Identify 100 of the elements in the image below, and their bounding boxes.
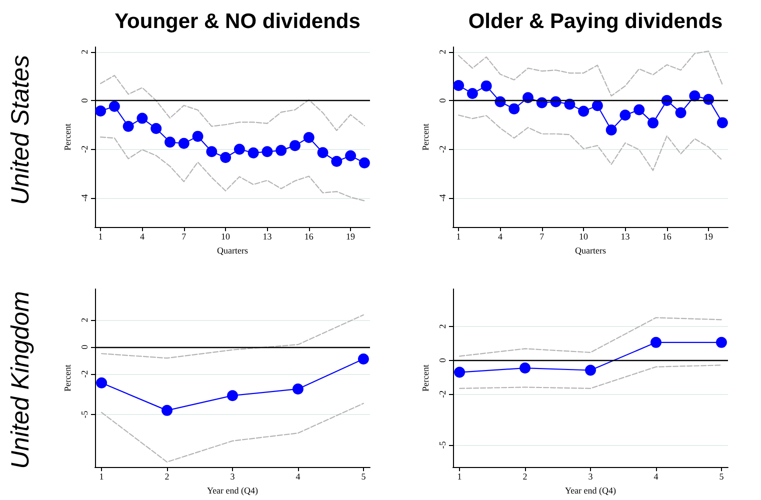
y-tick-label: 2: [80, 50, 90, 54]
x-tick-label: 1: [99, 472, 104, 482]
point: [276, 144, 287, 156]
y-tick-label: -2: [80, 145, 90, 153]
x-tick-label: 2: [522, 472, 528, 482]
point: [136, 112, 148, 124]
x-tick-label: 1: [98, 232, 103, 242]
point: [606, 124, 617, 136]
point: [96, 377, 108, 388]
line-series: [458, 114, 723, 171]
point: [150, 123, 162, 134]
y-tick-label: 0: [438, 98, 448, 103]
x-tick-label: 3: [588, 472, 594, 482]
y-tick-label: 2: [80, 318, 90, 322]
x-tick-label: 1: [456, 232, 461, 242]
x-tick-label: 19: [704, 232, 714, 242]
point: [122, 120, 134, 132]
point: [262, 146, 273, 158]
point: [292, 383, 304, 394]
point: [522, 92, 534, 104]
y-axis-title: Percent: [420, 123, 431, 151]
y-tick-label: -2: [438, 390, 448, 398]
point: [220, 152, 232, 163]
y-axis-title: Percent: [62, 364, 73, 392]
point: [108, 100, 120, 112]
x-tick-label: 5: [361, 472, 366, 482]
x-tick-label: 7: [540, 232, 545, 242]
y-tick-label: -4: [80, 194, 90, 202]
point: [206, 146, 218, 158]
point: [358, 354, 369, 365]
point: [648, 117, 658, 128]
point: [162, 404, 173, 416]
y-tick-label: 0: [80, 344, 90, 350]
line-series: [101, 402, 364, 463]
point: [164, 136, 176, 148]
point: [480, 80, 492, 92]
point: [358, 157, 370, 168]
y-tick-label: 2: [438, 324, 448, 329]
point: [520, 362, 531, 374]
line-series: [100, 74, 365, 132]
y-axis-title: Percent: [62, 123, 73, 151]
point: [620, 110, 631, 121]
point: [675, 107, 686, 118]
chart-title: Older & Paying dividends: [468, 10, 723, 33]
y-tick-label: -2: [80, 370, 90, 378]
line-series: [458, 50, 723, 96]
x-axis-title: Quarters: [575, 246, 606, 256]
x-tick-label: 7: [182, 232, 187, 242]
line-series: [459, 364, 722, 389]
point: [650, 336, 662, 348]
point: [508, 103, 520, 114]
x-axis-title: Year end (Q4): [206, 486, 258, 496]
line-series: [459, 317, 722, 357]
point: [95, 106, 106, 117]
point: [192, 130, 204, 142]
x-tick-label: 19: [346, 232, 356, 242]
y-tick-label: -5: [80, 410, 90, 418]
x-tick-label: 3: [230, 472, 236, 482]
x-tick-label: 5: [719, 472, 724, 482]
point: [585, 364, 596, 376]
point: [592, 100, 603, 112]
x-tick-label: 10: [579, 232, 589, 242]
y-tick-label: 2: [438, 50, 448, 54]
point: [234, 144, 245, 155]
y-axis-title: Percent: [420, 364, 431, 392]
x-tick-label: 16: [304, 232, 314, 242]
point: [290, 140, 300, 152]
point: [634, 104, 645, 116]
x-tick-label: 13: [620, 232, 630, 242]
x-tick-label: 1: [457, 472, 462, 482]
x-tick-label: 10: [221, 232, 231, 242]
x-axis-title: Year end (Q4): [564, 486, 616, 496]
x-tick-label: 4: [654, 472, 659, 482]
x-tick-label: 2: [164, 472, 170, 482]
point: [716, 117, 728, 128]
point: [248, 147, 259, 158]
point: [178, 138, 190, 149]
text: United States: [6, 54, 34, 206]
x-tick-label: 13: [262, 232, 272, 242]
x-tick-label: 16: [662, 232, 672, 242]
point: [564, 98, 576, 110]
x-tick-label: 4: [498, 232, 503, 242]
line-series: [100, 136, 365, 202]
x-axis-title: Quarters: [217, 246, 248, 256]
y-tick-label: -2: [438, 145, 448, 153]
y-tick-label: 0: [438, 357, 448, 362]
y-tick-label: -5: [438, 440, 448, 449]
point: [466, 88, 478, 99]
point: [716, 336, 727, 348]
point: [453, 80, 464, 91]
point: [454, 366, 466, 378]
line-series: [101, 314, 364, 359]
x-tick-label: 4: [140, 232, 145, 242]
point: [317, 147, 328, 158]
point: [303, 132, 314, 144]
y-tick-label: 0: [80, 98, 90, 103]
point: [227, 390, 238, 402]
point: [578, 106, 590, 117]
point: [331, 156, 342, 167]
point: [689, 90, 700, 102]
